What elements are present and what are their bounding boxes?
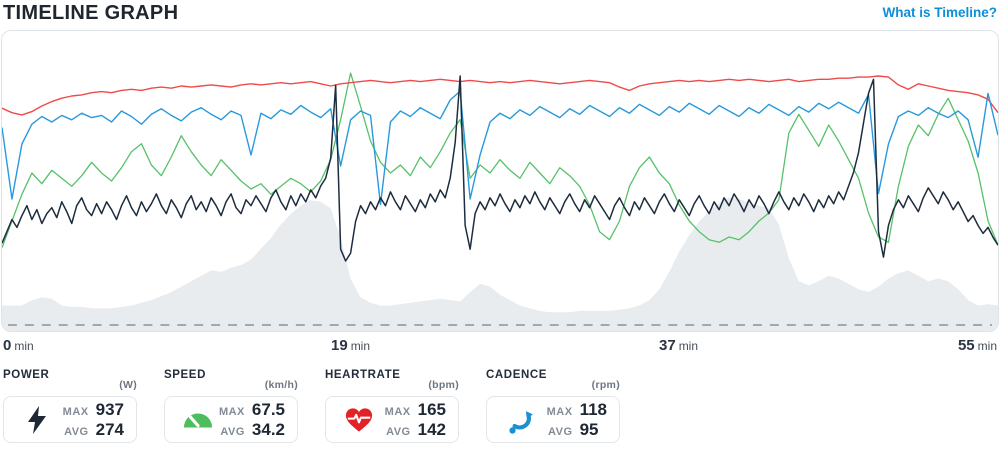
heartrate-max-value: 165 (417, 400, 446, 420)
heartrate-avg-value: 142 (417, 419, 446, 439)
speed-max-value: 67.5 (251, 400, 285, 420)
x-tick-0: 0 min (3, 337, 34, 354)
speed-unit: (km/h) (264, 379, 298, 391)
speed-avg-value: 34.2 (251, 419, 285, 439)
heartrate-unit: (bpm) (428, 379, 459, 391)
power-avg-value: 274 (95, 419, 124, 439)
timeline-chart-svg[interactable] (2, 31, 998, 331)
power-label: POWER (3, 369, 50, 381)
x-tick-19: 19 min (331, 337, 371, 354)
speed-label: SPEED (164, 369, 206, 381)
power-avg-label: AVG (64, 425, 89, 438)
heartrate-label: HEARTRATE (325, 369, 401, 381)
crank-icon (505, 405, 535, 435)
metric-cadence: CADENCE (rpm) MAX 118 AVG 95 (486, 368, 620, 443)
power-max-label: MAX (62, 406, 89, 419)
metric-speed: SPEED (km/h) MAX 67.5 AVG 34.2 (164, 368, 298, 443)
series-speed (2, 72, 998, 248)
speed-card: MAX 67.5 AVG 34.2 (164, 396, 298, 443)
cadence-avg-value: 95 (579, 419, 599, 439)
cadence-max-value: 118 (579, 400, 607, 420)
what-is-timeline-link[interactable]: What is Timeline? (882, 5, 997, 20)
x-tick-55: 55 min (957, 337, 997, 354)
cadence-avg-label: AVG (548, 425, 573, 438)
series-power (2, 75, 998, 262)
speed-max-label: MAX (218, 406, 245, 419)
power-max-value: 937 (95, 400, 124, 420)
cadence-unit: (rpm) (591, 379, 620, 391)
metrics-summary: POWER (W) MAX 937 AVG 274 SPEED (1, 368, 999, 443)
series-elevation (2, 197, 998, 331)
metric-heartrate: HEARTRATE (bpm) MAX 165 AVG 142 (325, 368, 459, 443)
heartrate-avg-label: AVG (386, 425, 411, 438)
cadence-label: CADENCE (486, 369, 548, 381)
cadence-card: MAX 118 AVG 95 (486, 396, 620, 443)
power-card: MAX 937 AVG 274 (3, 396, 137, 443)
page-title: TIMELINE GRAPH (3, 2, 179, 24)
heartrate-max-label: MAX (384, 406, 411, 419)
x-tick-37: 37 min (659, 337, 699, 354)
metric-power: POWER (W) MAX 937 AVG 274 (3, 368, 137, 443)
heart-icon (344, 405, 374, 435)
lightning-icon (22, 405, 52, 435)
series-heartrate (2, 75, 998, 116)
timeline-chart-panel[interactable] (1, 30, 999, 332)
x-axis: 0 min 19 min 37 min 55 min (1, 335, 999, 359)
page-header: TIMELINE GRAPH What is Timeline? (1, 0, 999, 30)
speed-avg-label: AVG (220, 425, 245, 438)
gauge-icon (183, 405, 213, 435)
series-cadence (2, 90, 998, 206)
cadence-max-label: MAX (546, 406, 573, 419)
power-unit: (W) (119, 379, 137, 391)
heartrate-card: MAX 165 AVG 142 (325, 396, 459, 443)
